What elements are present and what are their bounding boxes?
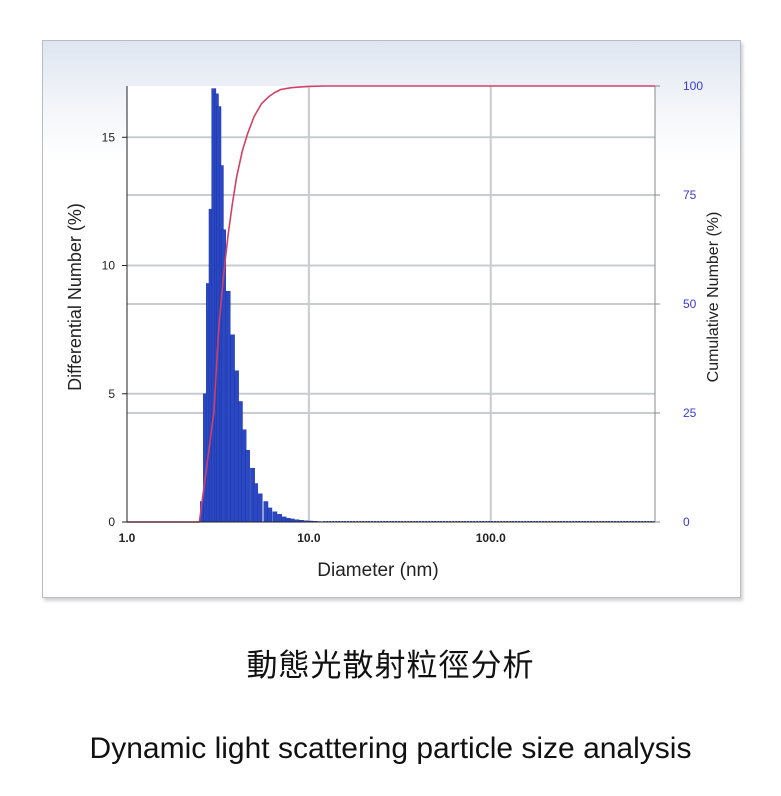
x-tick-label: 1.0 (119, 531, 136, 545)
y2-tick-label: 50 (683, 297, 697, 311)
histogram-bar (253, 483, 259, 523)
caption-english: Dynamic light scattering particle size a… (89, 732, 692, 765)
chart-panel: 1.0 10.0 100.0 0 5 10 15 0 25 50 75 100 Diameter (n… (42, 40, 741, 598)
bar-series (200, 88, 322, 523)
histogram-bar (225, 290, 231, 523)
y2-axis-label: Cumulative Number (%) (705, 212, 722, 383)
x-tick-label: 10.0 (297, 531, 321, 545)
histogram-bar (245, 449, 250, 523)
histogram-bar (230, 334, 235, 523)
y-tick-label: 5 (108, 387, 115, 401)
axes (122, 85, 660, 523)
x-axis-label: Diameter (nm) (317, 560, 438, 581)
histogram-bar (272, 511, 278, 523)
histogram-bar (257, 493, 263, 523)
tick-labels: 1.0 10.0 100.0 0 5 10 15 0 25 50 75 100 (102, 79, 704, 545)
y2-tick-label: 100 (683, 79, 703, 93)
dls-size-chart: 1.0 10.0 100.0 0 5 10 15 0 25 50 75 100 Diameter (n… (65, 79, 722, 581)
x-tick-label: 100.0 (476, 531, 506, 545)
y-axis-label: Differential Number (%) (65, 203, 85, 391)
histogram-bar (263, 501, 269, 523)
y2-tick-label: 25 (683, 406, 697, 420)
y-tick-label: 10 (102, 259, 116, 273)
y-tick-label: 15 (102, 130, 116, 144)
caption-chinese: 動態光散射粒徑分析 (246, 648, 535, 684)
y2-tick-label: 75 (683, 188, 697, 202)
histogram-bar (281, 516, 287, 523)
y-tick-label: 0 (108, 515, 115, 529)
histogram-bar (267, 507, 273, 523)
y2-tick-label: 0 (683, 515, 690, 529)
cumulative-line (127, 85, 655, 523)
histogram-bar (277, 514, 282, 523)
histogram-bar (285, 517, 291, 523)
